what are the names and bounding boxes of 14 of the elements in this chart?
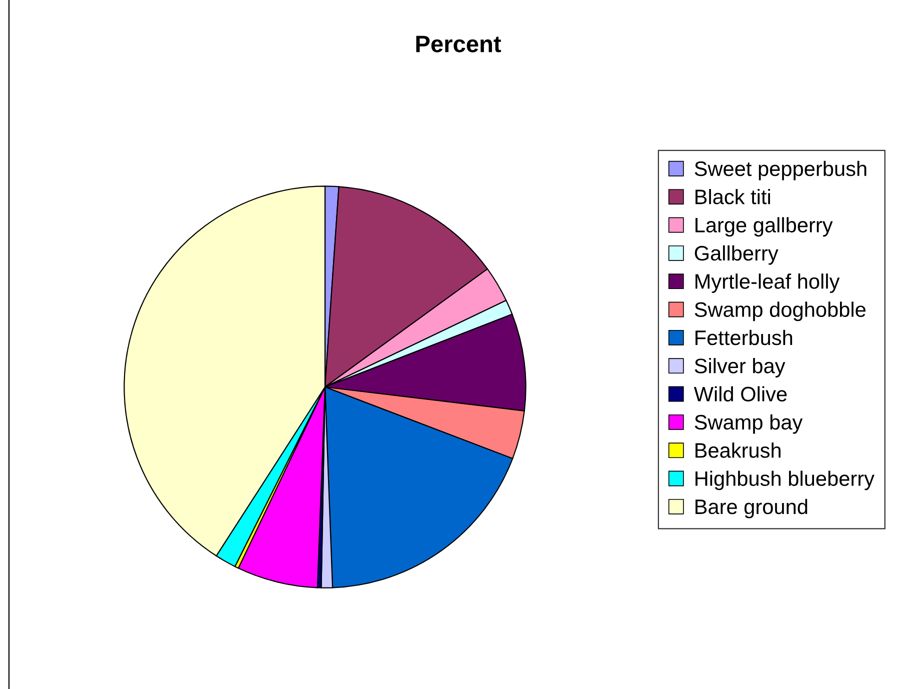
legend-label: Gallberry [694, 245, 778, 265]
legend-label: Bare ground [696, 498, 808, 518]
legend-label: Myrtle-leaf holly [696, 274, 840, 293]
chart-title: Percent [416, 36, 502, 52]
legend-label: Sweet pepperbush [694, 160, 866, 180]
legend-label: Highbush blueberry [696, 470, 874, 490]
legend-label: Swamp bay [694, 414, 803, 434]
legend-label: Silver bay [694, 358, 786, 378]
legend-label: Beakrush [696, 442, 780, 458]
legend-label: Black titi [696, 189, 770, 204]
legend-label: Large gallberry [696, 217, 833, 237]
legend-label: Fetterbush [696, 330, 792, 346]
legend-label: Swamp doghobble [694, 302, 866, 322]
legend-label: Wild Olive [694, 386, 787, 402]
